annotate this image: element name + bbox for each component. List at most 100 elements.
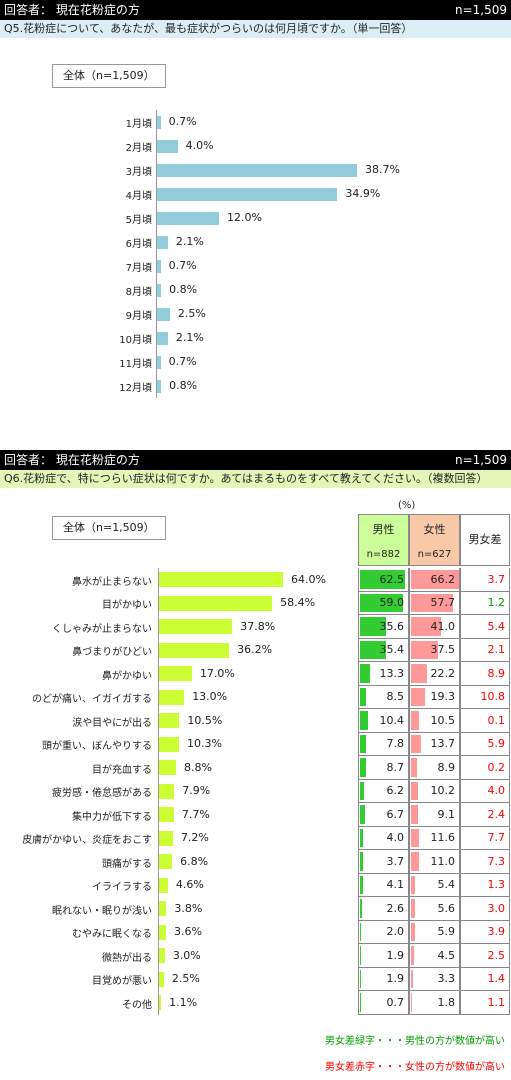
female-cell: 5.6 [409,897,460,921]
female-cell: 9.1 [409,803,460,827]
bar [157,235,168,249]
diff-cell: 0.1 [460,709,510,733]
male-value: 6.2 [386,784,405,798]
category-label: くしゃみが止まらない [52,623,152,635]
bar [159,854,173,870]
diff-value: 10.8 [480,690,506,704]
male-value: 7.8 [386,737,405,751]
category-label: 8月頃 [125,287,152,298]
data-label: 10.3% [186,737,222,751]
female-bar [411,734,421,753]
legend-red: 男女差赤字・・・女性の方が数値が高い [325,1062,505,1073]
data-label: 2.5% [177,307,206,320]
male-bar [360,852,363,871]
legend-green: 男女差緑字・・・男性の方が数値が高い [325,1036,505,1047]
male-bar [360,969,362,988]
male-cell: 35.4 [358,638,409,662]
female-value: 3.3 [437,972,456,986]
male-cell: 13.3 [358,662,409,686]
bar [159,572,283,588]
sample-size: n=1,509 [454,453,507,467]
male-bar [360,828,363,847]
diff-cell: 1.4 [460,967,510,991]
data-label: 2.1% [175,331,204,344]
total-label: 全体（n=1,509） [52,516,166,540]
bar [157,379,162,393]
diff-cell: 10.8 [460,685,510,709]
male-cell: 4.0 [358,826,409,850]
bar [159,619,233,635]
data-label: 36.2% [237,643,273,657]
male-label: 男性 [372,523,395,536]
male-cell: 3.7 [358,850,409,874]
y-axis [158,568,159,1015]
female-bar [411,593,453,612]
diff-value: 3.7 [487,572,506,586]
male-value: 62.5 [379,572,405,586]
male-cell: 4.1 [358,873,409,897]
female-value: 10.2 [430,784,456,798]
diff-cell: 5.4 [460,615,510,639]
data-label: 2.1% [175,235,204,248]
male-bar [360,687,367,706]
female-cell: 37.5 [409,638,460,662]
male-bar [360,899,362,918]
female-cell: 19.3 [409,685,460,709]
bar [159,924,166,940]
data-label: 8.8% [184,760,212,774]
data-label: 7.7% [181,807,210,821]
bar [157,115,161,129]
category-label: のどが痛い、イガイガする [32,694,152,706]
diff-value: 5.9 [487,737,506,751]
data-label: 3.0% [172,948,201,962]
respondent-label: 回答者： 現在花粉症の方 [4,453,140,467]
female-cell: 3.3 [409,967,460,991]
male-cell: 6.2 [358,779,409,803]
category-label: 10月頃 [119,335,152,346]
category-label: イライラする [92,882,152,894]
male-bar [360,805,365,824]
category-label: 目が充血する [92,764,152,776]
male-cell: 1.9 [358,944,409,968]
female-bar [411,687,425,706]
data-label: 12.0% [227,211,262,224]
bar [159,877,168,893]
bar [159,995,162,1011]
male-bar [360,758,367,777]
diff-cell: 7.3 [460,850,510,874]
female-cell: 4.5 [409,944,460,968]
diff-value: 2.5 [487,948,506,962]
category-label: 6月頃 [125,239,152,250]
category-label: 鼻づまりがひどい [72,647,152,659]
y-axis [156,110,157,398]
data-label: 34.9% [345,187,381,200]
female-value: 22.2 [430,666,456,680]
bar [159,807,174,823]
female-cell: 22.2 [409,662,460,686]
diff-value: 1.4 [487,972,506,986]
diff-header: 男女差 [460,514,510,566]
respondent-label: 回答者： 現在花粉症の方 [4,3,140,17]
data-label: 2.5% [171,972,200,986]
data-label: 37.8% [240,619,276,633]
category-label: 鼻がかゆい [102,670,152,682]
female-cell: 10.2 [409,779,460,803]
diff-value: 3.0 [487,901,506,915]
male-value: 0.7 [386,995,405,1009]
female-cell: 8.9 [409,756,460,780]
female-bar [411,899,416,918]
bar [157,259,161,273]
male-cell: 62.5 [358,568,409,592]
male-bar [360,875,363,894]
bar [159,971,164,987]
female-cell: 13.7 [409,732,460,756]
female-cell: 11.0 [409,850,460,874]
male-value: 3.7 [386,854,405,868]
female-value: 37.5 [430,643,456,657]
male-bar [360,711,368,730]
section1-header: 回答者： 現在花粉症の方 n=1,509 [0,0,511,20]
category-label: 11月頃 [119,359,152,370]
diff-value: 3.9 [487,925,506,939]
male-bar [360,640,386,659]
category-label: 皮膚がかゆい、炎症をおこす [22,835,152,847]
